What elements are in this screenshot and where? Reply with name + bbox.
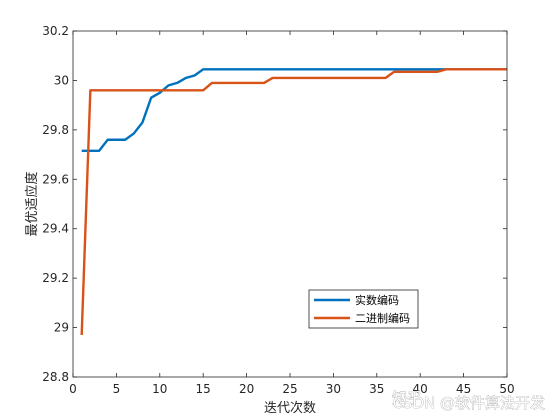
series-line-1: [81, 68, 507, 153]
series-line-2: [80, 68, 507, 336]
x-tick-label: 30: [326, 382, 341, 396]
watermark-text: CSDN @软件算法开发: [392, 394, 545, 412]
x-axis-ticks: 0 5 10 15 20 25 30 35 40 45 50: [69, 31, 515, 396]
watermark: 知乎 CSDN @软件算法开发: [392, 389, 546, 413]
plot-area: [73, 31, 507, 377]
x-tick-label: 45: [456, 382, 471, 396]
y-tick-label: 30: [54, 73, 69, 87]
watermark-logo-text: 知乎: [392, 389, 422, 407]
y-tick-label: 29: [54, 321, 69, 335]
x-tick-label: 5: [113, 382, 121, 396]
legend-label-series-1: 实数编码: [355, 293, 399, 307]
y-axis-label: 最优适应度: [24, 171, 40, 236]
x-tick-label: 40: [413, 382, 428, 396]
x-tick-label: 15: [196, 382, 211, 396]
y-tick-label: 28.8: [42, 370, 69, 384]
x-tick-label: 50: [499, 382, 514, 396]
y-tick-label: 29.2: [42, 271, 69, 285]
y-tick-label: 29.6: [42, 172, 69, 186]
legend-box: [308, 289, 419, 329]
y-tick-label: 29.4: [42, 222, 69, 236]
x-tick-label: 10: [152, 382, 167, 396]
y-tick-label: 30.2: [42, 24, 69, 38]
series-layer: [80, 68, 507, 336]
y-tick-label: 29.8: [42, 123, 69, 137]
x-tick-label: 20: [239, 382, 254, 396]
x-tick-label: 35: [369, 382, 384, 396]
legend: 实数编码 二进制编码: [308, 289, 419, 329]
y-axis-ticks: 28.8 29 29.2 29.4 29.6 29.8 30 30.2: [42, 24, 507, 384]
x-tick-label: 25: [282, 382, 297, 396]
legend-label-series-2: 二进制编码: [355, 311, 410, 325]
x-axis-label: 迭代次数: [264, 400, 316, 416]
x-tick-label: 0: [69, 382, 77, 396]
